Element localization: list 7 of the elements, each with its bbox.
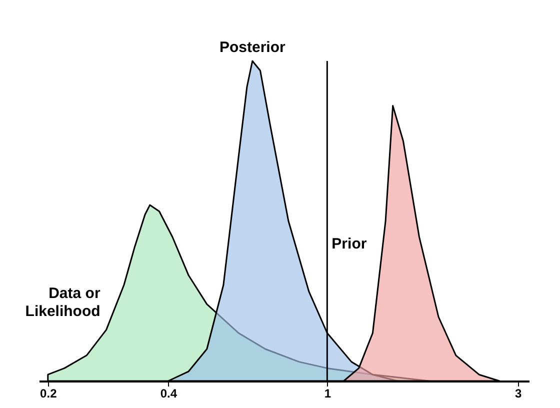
x-tick-label: 0.2 (40, 386, 58, 400)
series-label: Prior (332, 235, 367, 252)
x-tick-label: 0.4 (160, 386, 178, 400)
series-label: Data or Likelihood (25, 285, 100, 320)
x-tick-label: 1 (324, 386, 332, 400)
x-tick-label: 3 (514, 386, 522, 400)
series-label: Posterior (219, 39, 286, 56)
